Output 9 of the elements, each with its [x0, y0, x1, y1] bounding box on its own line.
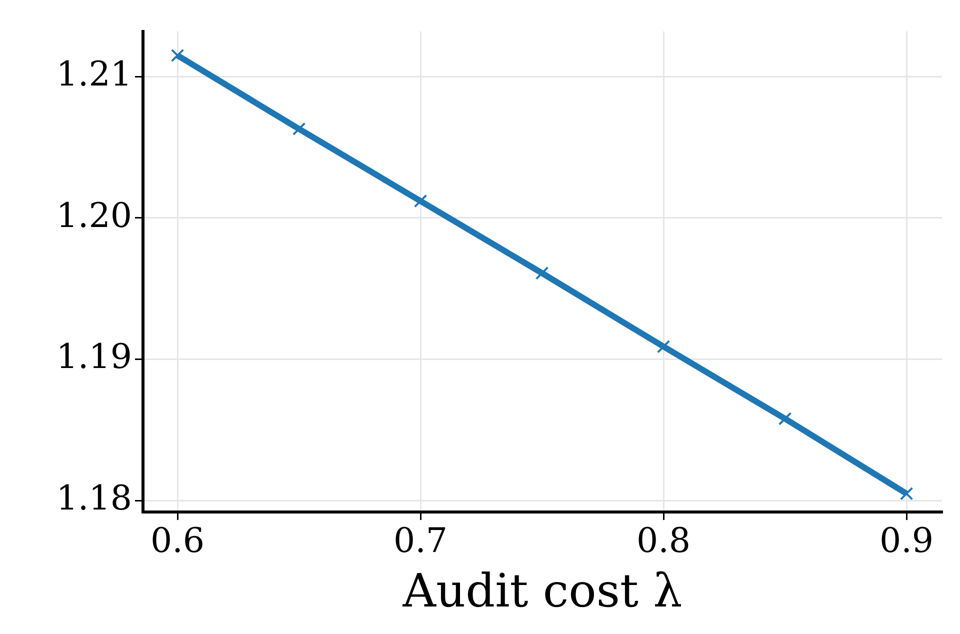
y-tick-label: 1.18	[56, 478, 132, 519]
x-tick-label: 0.8	[636, 521, 691, 562]
x-tick-label: 0.9	[879, 521, 934, 562]
x-axis-title: Audit cost λ	[402, 563, 682, 618]
y-tick-label: 1.21	[56, 54, 132, 94]
y-tick-label: 1.19	[56, 337, 132, 378]
x-tick-label: 0.6	[150, 521, 205, 562]
x-tick-label: 0.7	[393, 521, 448, 562]
y-tick-label: 1.20	[56, 196, 132, 236]
